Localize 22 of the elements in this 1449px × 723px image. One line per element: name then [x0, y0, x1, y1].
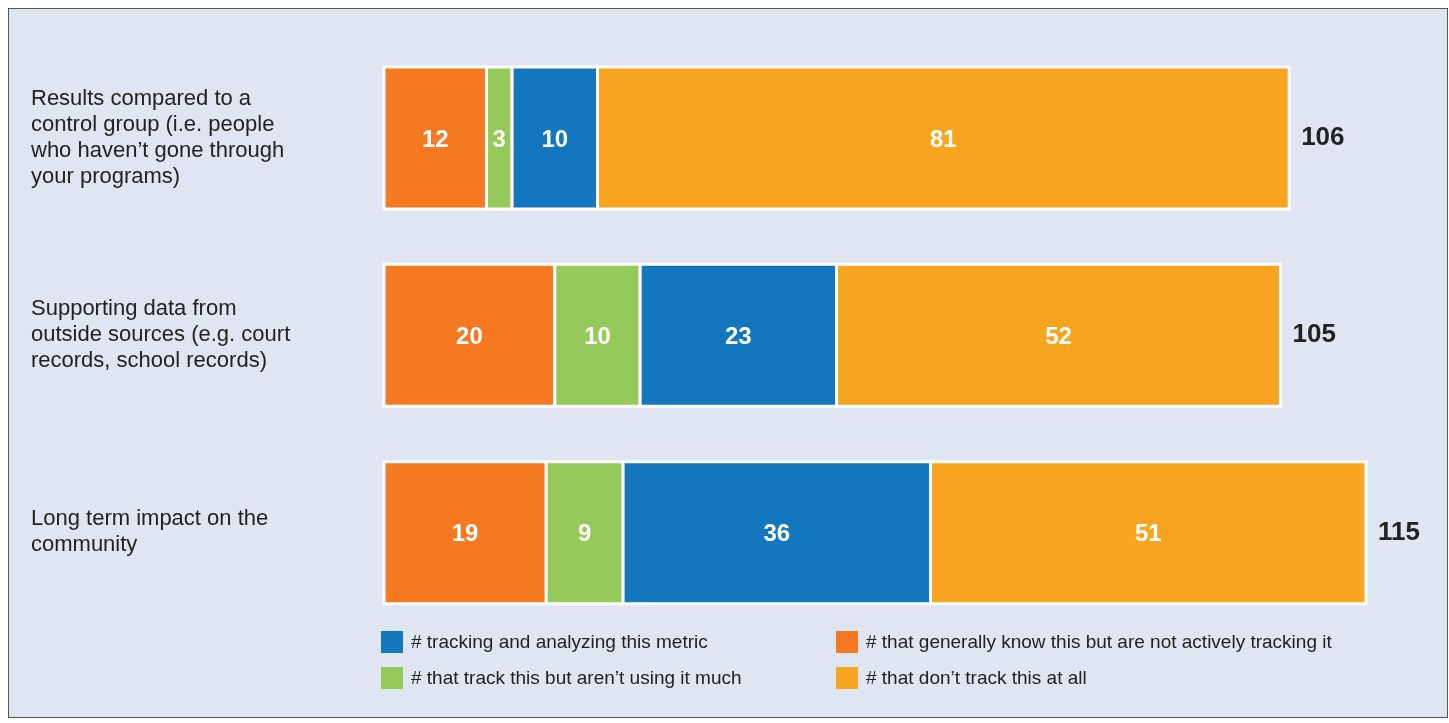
data-label: 23 — [725, 321, 752, 349]
data-label: 10 — [584, 321, 611, 349]
data-label: 52 — [1045, 321, 1072, 349]
total-label: 115 — [1378, 515, 1420, 546]
legend-label: # that generally know this but are not actively tracking it — [866, 631, 1332, 653]
total-label: 106 — [1301, 120, 1345, 151]
data-label: 51 — [1134, 519, 1162, 547]
data-label: 12 — [421, 124, 449, 152]
y-tick-label: Long term impact on the community — [31, 505, 269, 557]
y-tick-label: Results compared to a control group (i.e. people who haven’t gone through your programs) — [30, 84, 285, 188]
data-label: 3 — [492, 124, 506, 152]
data-label: 19 — [451, 519, 479, 547]
data-label: 10 — [541, 124, 569, 152]
legend-label: # tracking and analyzing this metric — [411, 631, 708, 653]
y-tick-label: Supporting data from outside sources (e.g. court records, school records) — [31, 294, 291, 372]
data-label: 20 — [456, 321, 483, 349]
data-label: 36 — [763, 519, 791, 547]
data-label: 81 — [929, 124, 957, 152]
legend-label: # that don’t track this at all — [866, 667, 1087, 689]
total-label: 105 — [1292, 318, 1336, 349]
legend-label: # that track this but aren’t using it much — [411, 667, 742, 689]
data-label: 9 — [577, 519, 592, 547]
